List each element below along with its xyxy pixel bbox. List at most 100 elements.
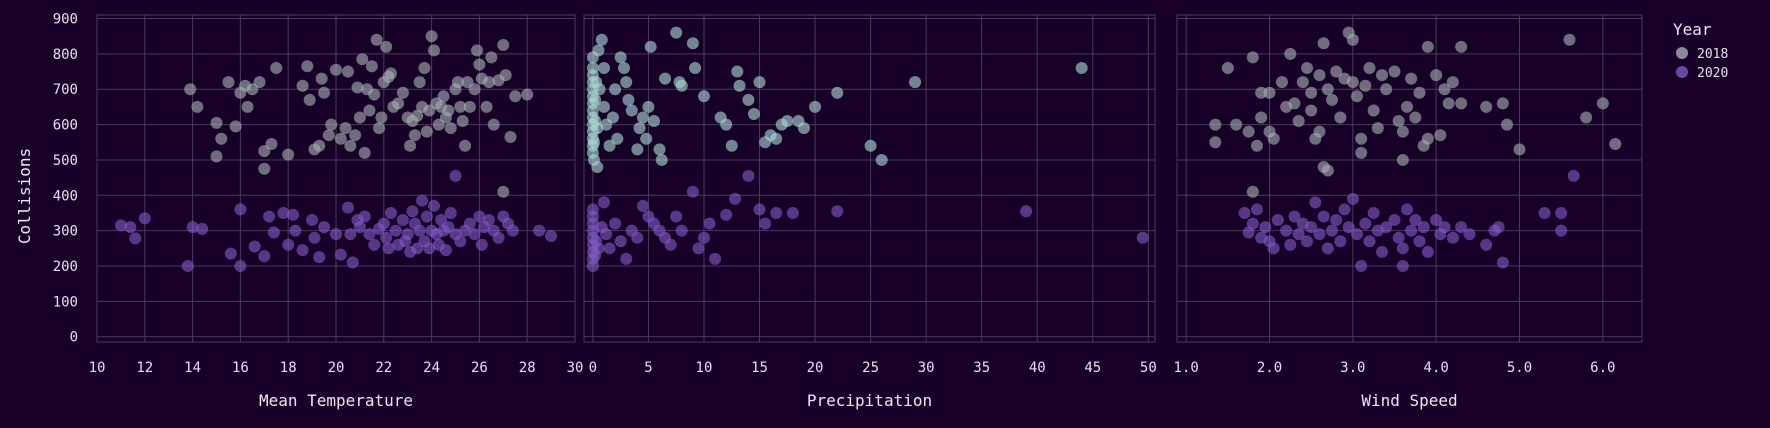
legend: Year 2018 2020 xyxy=(1673,20,1728,81)
y-axis-label: Collisions xyxy=(15,148,34,244)
data-point xyxy=(313,251,326,264)
x-tick-label: 16 xyxy=(232,360,249,376)
series-2018 xyxy=(586,26,1088,174)
x-axis-label: Precipitation xyxy=(807,391,932,410)
data-point xyxy=(1321,83,1334,96)
data-point xyxy=(377,217,390,230)
data-point xyxy=(545,229,558,242)
data-point xyxy=(184,83,197,96)
data-point xyxy=(1246,51,1259,64)
x-tick-label: 2.0 xyxy=(1257,360,1282,376)
data-point xyxy=(592,242,605,255)
y-tick-label: 600 xyxy=(53,118,78,134)
data-point xyxy=(1455,221,1468,234)
data-point xyxy=(286,208,299,221)
data-point xyxy=(444,122,457,135)
data-point xyxy=(622,93,635,106)
data-point xyxy=(234,203,247,216)
data-point xyxy=(241,100,254,113)
data-point xyxy=(670,210,683,223)
x-tick-label: 28 xyxy=(519,360,536,376)
x-tick-label: 5.0 xyxy=(1507,360,1532,376)
data-point xyxy=(1513,143,1526,156)
data-point xyxy=(334,132,347,145)
data-point xyxy=(1292,115,1305,128)
data-point xyxy=(1555,224,1568,237)
data-point xyxy=(1401,100,1413,113)
data-point xyxy=(1346,33,1359,46)
data-point xyxy=(358,146,371,159)
data-point xyxy=(222,76,235,89)
x-tick-label: 3.0 xyxy=(1340,360,1365,376)
panel-frame xyxy=(96,14,576,343)
data-point xyxy=(406,205,419,218)
data-point xyxy=(611,132,624,145)
data-point xyxy=(186,221,199,234)
series-2020 xyxy=(586,169,1149,272)
data-point xyxy=(642,100,655,113)
y-tick-label: 100 xyxy=(53,294,78,310)
data-point xyxy=(497,185,510,198)
data-point xyxy=(1359,217,1372,230)
data-point xyxy=(644,40,657,53)
data-point xyxy=(380,40,393,53)
data-point xyxy=(1321,164,1334,177)
data-point xyxy=(1251,139,1263,152)
data-point xyxy=(1496,97,1509,110)
data-point xyxy=(1263,86,1276,99)
data-point xyxy=(1136,231,1149,244)
data-point xyxy=(670,26,683,39)
data-point xyxy=(1221,62,1234,75)
data-point xyxy=(444,206,457,219)
data-point xyxy=(742,169,755,182)
data-point xyxy=(442,104,455,117)
data-point xyxy=(1292,228,1305,241)
y-tick-label: 0 xyxy=(70,330,78,346)
data-point xyxy=(697,90,710,103)
data-point xyxy=(427,44,440,57)
data-point xyxy=(591,161,604,174)
x-tick-label: 20 xyxy=(328,360,345,376)
data-point xyxy=(341,65,354,78)
data-point xyxy=(382,242,395,255)
data-point xyxy=(1409,111,1422,124)
legend-marker-2018 xyxy=(1676,47,1688,59)
data-point xyxy=(497,39,510,52)
data-point xyxy=(1334,111,1347,124)
data-point xyxy=(647,115,660,128)
data-point xyxy=(380,231,393,244)
data-point xyxy=(1313,125,1326,138)
data-point xyxy=(533,224,546,237)
data-point xyxy=(1396,242,1409,255)
data-point xyxy=(296,79,309,92)
data-point xyxy=(480,100,493,113)
data-point xyxy=(368,238,381,251)
data-point xyxy=(733,79,746,92)
data-point xyxy=(353,221,366,234)
data-point xyxy=(1480,100,1493,113)
data-point xyxy=(1355,259,1368,272)
facet-panels: 10 12 14 16 18 20 22 24 26 28 30 Mean Temperature 0 5… xyxy=(53,12,1643,410)
data-point xyxy=(770,132,783,145)
data-point xyxy=(215,132,228,145)
data-point xyxy=(636,111,649,124)
data-point xyxy=(334,248,347,261)
data-point xyxy=(396,86,409,99)
data-point xyxy=(138,212,151,225)
data-point xyxy=(363,104,376,117)
data-point xyxy=(289,224,302,237)
data-point xyxy=(1238,206,1251,219)
data-point xyxy=(595,33,608,46)
data-point xyxy=(396,214,409,227)
x-tick-label: 26 xyxy=(471,360,488,376)
data-point xyxy=(499,69,512,82)
data-point xyxy=(248,240,261,253)
x-tick-label: 30 xyxy=(918,360,935,376)
x-tick-label: 20 xyxy=(807,360,824,376)
data-point xyxy=(473,58,486,71)
data-point xyxy=(1438,83,1451,96)
x-tick-label: 6.0 xyxy=(1590,360,1615,376)
data-point xyxy=(365,60,378,73)
data-point xyxy=(224,247,237,260)
